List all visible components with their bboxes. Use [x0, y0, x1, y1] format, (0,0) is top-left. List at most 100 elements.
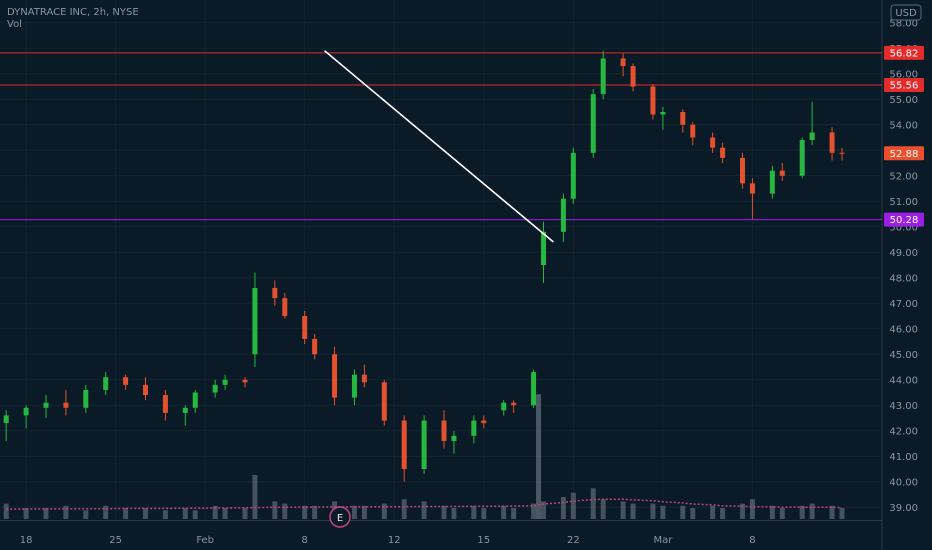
- candle-body: [123, 377, 129, 385]
- candle-up: [560, 193, 566, 243]
- candle-body: [531, 372, 537, 406]
- candle-body: [212, 384, 218, 393]
- price-tags: 56.82 55.56 50.28 52.88: [884, 45, 924, 227]
- candle-body: [660, 112, 666, 115]
- earnings-label: E: [337, 513, 343, 524]
- candle-up: [451, 430, 457, 454]
- candle-body: [272, 287, 278, 299]
- candle-down: [829, 127, 835, 161]
- volume-bar: [829, 505, 835, 519]
- candle-body: [182, 407, 188, 413]
- volume-bar: [381, 503, 387, 519]
- volume-bar: [471, 505, 477, 519]
- candle-body: [680, 112, 686, 125]
- price-tick-label: 44.00: [889, 375, 918, 386]
- price-tick-label: 55.00: [889, 95, 918, 106]
- volume-bar: [541, 501, 546, 519]
- candle-body: [401, 420, 407, 469]
- candle-body: [570, 152, 576, 199]
- candle-down: [401, 415, 407, 482]
- candle-body: [650, 86, 656, 115]
- candle-body: [242, 379, 248, 383]
- volume-bar: [590, 488, 596, 519]
- volume-bar: [272, 501, 278, 519]
- resistance-price-tag: 55.56: [884, 77, 924, 92]
- price-tick-label: 45.00: [889, 350, 918, 361]
- candle-down: [511, 400, 517, 413]
- candle-up: [212, 379, 218, 398]
- volume-bar: [212, 505, 218, 519]
- volume-bar: [749, 499, 755, 519]
- candle-down: [481, 415, 487, 429]
- price-tick-label: 52.00: [889, 171, 918, 182]
- candle-body: [560, 198, 566, 232]
- volume-bar: [536, 394, 542, 519]
- candle-up: [531, 369, 537, 408]
- volume-bar: [192, 510, 198, 519]
- volume-bar: [710, 505, 716, 519]
- candle-up: [809, 101, 815, 146]
- candle-up: [182, 405, 188, 426]
- candle-down: [720, 142, 726, 163]
- price-tick-label: 41.00: [889, 452, 918, 463]
- candle-body: [620, 58, 626, 67]
- candle-body: [451, 435, 457, 441]
- candle-down: [143, 377, 148, 401]
- candle-up: [351, 369, 357, 406]
- earnings-marker[interactable]: E: [329, 506, 351, 528]
- time-tick-label: 18: [20, 535, 33, 546]
- candle-body: [83, 389, 89, 408]
- price-tick-label: 50.00: [889, 222, 918, 233]
- vertical-gridlines: [0, 0, 883, 550]
- currency-badge[interactable]: USD: [890, 4, 922, 21]
- candle-down: [332, 346, 338, 406]
- candle-down: [650, 83, 656, 120]
- candle-body: [252, 287, 258, 355]
- price-tick-label: 43.00: [889, 401, 918, 412]
- candle-body: [690, 124, 696, 138]
- volume-bar: [302, 505, 308, 519]
- candle-down: [63, 389, 69, 416]
- volume-bar: [242, 508, 248, 519]
- candle-up: [3, 410, 9, 441]
- candle-up: [43, 395, 49, 418]
- candle-body: [749, 183, 755, 194]
- time-tick-label: 15: [477, 535, 490, 546]
- price-tick-label: 42.00: [889, 426, 918, 437]
- volume-bar: [570, 492, 576, 519]
- time-axis[interactable]: 151825Feb8121522Mar8: [0, 535, 756, 546]
- price-tick-label: 48.00: [889, 273, 918, 284]
- candle-body: [809, 132, 815, 141]
- candle-body: [720, 147, 726, 158]
- candle-down: [779, 163, 785, 181]
- price-tick-label: 40.00: [889, 477, 918, 488]
- resistance-price-tag: 56.82: [884, 45, 924, 60]
- price-tick-label: 49.00: [889, 248, 918, 259]
- volume-bar: [182, 508, 188, 519]
- volume-bar: [660, 505, 666, 519]
- volume-indicator-label: Vol: [7, 19, 22, 30]
- candle-body: [282, 298, 288, 316]
- volume-moving-average: [6, 498, 843, 510]
- price-tick-label: 58.00: [889, 18, 918, 29]
- candle-body: [839, 152, 845, 154]
- candle-up: [541, 221, 546, 283]
- candle-up: [471, 415, 477, 444]
- candle-body: [769, 170, 775, 194]
- trendline-layer[interactable]: [324, 50, 554, 243]
- candle-body: [361, 374, 367, 383]
- time-tick-label: Feb: [196, 535, 214, 546]
- candle-down: [282, 293, 288, 319]
- candle-down: [620, 53, 626, 77]
- volume-bar: [650, 503, 656, 519]
- candle-down: [302, 310, 308, 345]
- candle-body: [740, 157, 745, 184]
- volume-bar: [600, 499, 606, 519]
- candle-down: [690, 122, 696, 146]
- candle-down: [272, 280, 278, 306]
- volume-bar: [690, 508, 696, 519]
- price-axis[interactable]: 39.00 40.00 41.00 42.00 43.00 44.00 45.00 46.00…: [889, 18, 918, 514]
- candle-body: [481, 420, 487, 424]
- support-price-tag: 50.28: [884, 212, 924, 227]
